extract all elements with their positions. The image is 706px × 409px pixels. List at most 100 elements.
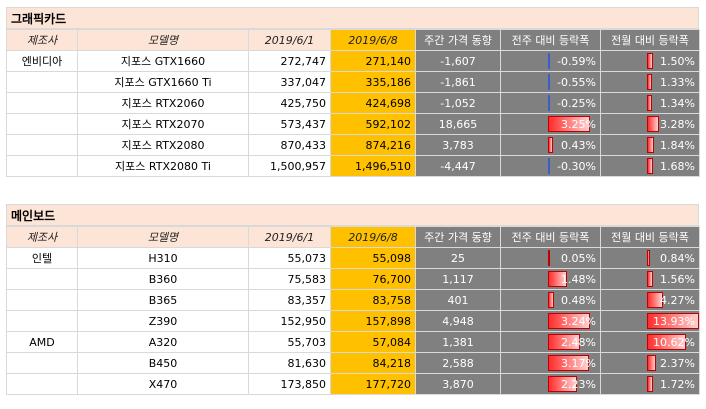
model-cell: 지포스 GTX1660 [77, 50, 249, 72]
data-bar [547, 376, 577, 392]
model-cell: 지포스 RTX2070 [77, 113, 249, 135]
rate-value: 3.17% [561, 356, 596, 370]
table-row: 지포스 RTX2080 Ti 1,500,957 1,496,510 -4,447 -0… [6, 155, 700, 177]
monthly-rate-cell: 13.93% [600, 310, 700, 332]
price-0601-cell: 425,750 [248, 92, 331, 114]
data-bar [647, 53, 653, 69]
graphics-card-table: 제조사 모델명 2019/6/1 2019/6/8 주간 가격 동향 전주 대비 등락폭 전… [6, 29, 700, 177]
column-header: 2019/6/8 [330, 226, 416, 248]
data-bar [547, 250, 550, 266]
price-0608-cell: 76,700 [330, 268, 416, 290]
weekly-rate-cell: -0.25% [500, 92, 601, 114]
data-bar [547, 271, 567, 287]
price-0601-cell: 173,850 [248, 373, 331, 395]
price-0608-cell: 84,218 [330, 352, 416, 374]
price-0608-cell: 157,898 [330, 310, 416, 332]
rate-value: 13.93% [653, 314, 695, 328]
weekly-rate-cell: 2.23% [500, 373, 601, 395]
table-row: B365 83,357 83,758 401 0.48% 4.27% [6, 289, 700, 311]
column-header: 전주 대비 등락폭 [500, 226, 601, 248]
data-bar [647, 137, 654, 153]
table-row: 지포스 RTX2060 425,750 424,698 -1,052 -0.25% 1.3… [6, 92, 700, 114]
data-bar [647, 250, 651, 266]
weekly-rate-cell: -0.59% [500, 50, 601, 72]
maker-cell [6, 268, 78, 290]
data-bar [647, 313, 699, 329]
column-header: 모델명 [77, 226, 249, 248]
price-0608-cell: 57,084 [330, 331, 416, 353]
monthly-rate-cell: 1.56% [600, 268, 700, 290]
rate-value: 1.56% [660, 272, 695, 286]
maker-cell: 인텔 [6, 247, 78, 269]
rate-value: 3.28% [660, 117, 695, 131]
maker-cell: AMD [6, 331, 78, 353]
rate-value: -0.59% [557, 54, 596, 68]
price-0608-cell: 335,186 [330, 71, 416, 93]
data-bar [647, 95, 653, 111]
monthly-rate-cell: 4.27% [600, 289, 700, 311]
table-row: Z390 152,950 157,898 4,948 3.24% 13.93% [6, 310, 700, 332]
column-header: 주간 가격 동향 [415, 29, 501, 51]
weekly-rate-cell: 0.05% [500, 247, 601, 269]
data-bar [647, 292, 663, 308]
price-0608-cell: 55,098 [330, 247, 416, 269]
monthly-rate-cell: 1.50% [600, 50, 700, 72]
table-row: B450 81,630 84,218 2,588 3.17% 2.37% [6, 352, 700, 374]
weekly-change-cell: 3,783 [415, 134, 501, 156]
maker-cell [6, 92, 78, 114]
weekly-rate-cell: -0.55% [500, 71, 601, 93]
maker-cell [6, 373, 78, 395]
maker-cell [6, 155, 78, 177]
monthly-rate-cell: 10.62% [600, 331, 700, 353]
column-header: 2019/6/1 [248, 29, 331, 51]
model-cell: B365 [77, 289, 249, 311]
table-row: 지포스 RTX2080 870,433 874,216 3,783 0.43% 1.84% [6, 134, 700, 156]
section-title: 그래픽카드 [6, 7, 699, 29]
rate-value: 0.48% [561, 293, 596, 307]
data-bar [547, 74, 550, 90]
weekly-change-cell: 1,381 [415, 331, 501, 353]
weekly-rate-cell: 0.48% [500, 289, 601, 311]
price-0601-cell: 870,433 [248, 134, 331, 156]
rate-value: -0.55% [557, 75, 596, 89]
column-header: 전월 대비 등락폭 [600, 29, 700, 51]
rate-value: 2.37% [660, 356, 695, 370]
rate-value: 1.50% [660, 54, 695, 68]
data-bar [547, 53, 550, 69]
model-cell: Z390 [77, 310, 249, 332]
monthly-rate-cell: 2.37% [600, 352, 700, 374]
weekly-change-cell: 4,948 [415, 310, 501, 332]
weekly-change-cell: -1,052 [415, 92, 501, 114]
column-header: 주간 가격 동향 [415, 226, 501, 248]
table-row: 인텔 H310 55,073 55,098 25 0.05% 0.84% [6, 247, 700, 269]
monthly-rate-cell: 3.28% [600, 113, 700, 135]
rate-value: -0.25% [557, 96, 596, 110]
price-0601-cell: 1,500,957 [248, 155, 331, 177]
price-0601-cell: 75,583 [248, 268, 331, 290]
data-bar [647, 355, 656, 371]
monthly-rate-cell: 1.33% [600, 71, 700, 93]
price-0608-cell: 83,758 [330, 289, 416, 311]
column-header: 제조사 [6, 226, 78, 248]
rate-value: 1.33% [660, 75, 695, 89]
weekly-rate-cell: 1.48% [500, 268, 601, 290]
maker-cell [6, 113, 78, 135]
price-0608-cell: 1,496,510 [330, 155, 416, 177]
maker-cell [6, 352, 78, 374]
data-bar [647, 74, 652, 90]
rate-value: 10.62% [653, 335, 695, 349]
rate-value: 1.72% [660, 377, 695, 391]
maker-cell [6, 71, 78, 93]
price-0601-cell: 573,437 [248, 113, 331, 135]
rate-value: -0.30% [557, 159, 596, 173]
weekly-rate-cell: 3.24% [500, 310, 601, 332]
mainboard-section: 메인보드 제조사 모델명 2019/6/1 2019/6/8 주간 가격 동향 전주 대비… [6, 204, 700, 395]
rate-value: 0.43% [561, 138, 596, 152]
price-0601-cell: 83,357 [248, 289, 331, 311]
maker-cell [6, 310, 78, 332]
column-header: 전월 대비 등락폭 [600, 226, 700, 248]
monthly-rate-cell: 1.68% [600, 155, 700, 177]
data-bar [547, 158, 550, 174]
maker-cell [6, 134, 78, 156]
column-header: 2019/6/1 [248, 226, 331, 248]
